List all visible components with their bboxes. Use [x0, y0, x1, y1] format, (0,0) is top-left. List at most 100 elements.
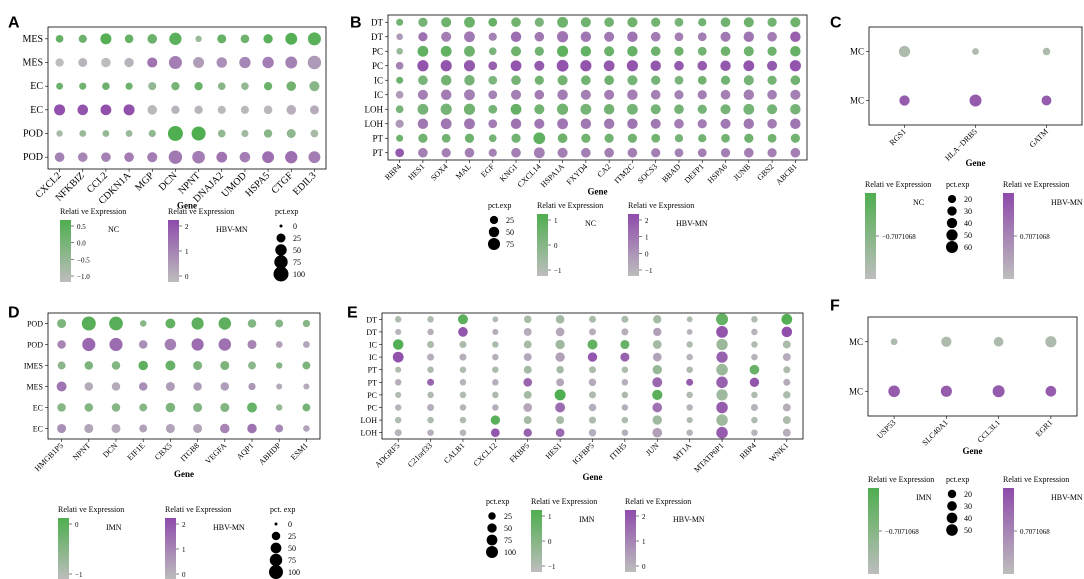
dot-loh-sox4: [440, 118, 452, 130]
dot-dt-gbs2: [767, 17, 777, 27]
dot-ec-npnt: [84, 403, 94, 412]
dot-mes-cdkn1a: [124, 57, 134, 68]
size-legend-dot: [269, 553, 283, 567]
dot-ic-defp1: [697, 90, 707, 100]
gene-label: HES1: [406, 162, 426, 182]
row-label: LOH: [365, 104, 384, 114]
gene-label: CCL3L1: [976, 418, 1002, 444]
nc-legend-value: 1: [554, 217, 558, 225]
dot-dt-wnk1: [781, 326, 793, 338]
dot-loh-rbp4: [395, 119, 404, 128]
nc-legend-group: NC: [585, 219, 596, 228]
dot-pc-bbad: [674, 46, 684, 56]
dot-dt-adgrf5: [395, 328, 402, 335]
size-legend-value: 60: [964, 243, 972, 252]
dot-pc-cxcl12: [492, 391, 499, 399]
dot-loh-mal: [463, 103, 476, 115]
dot-loh-calb1: [459, 416, 467, 424]
dot-dt-mtatp6p1: [716, 326, 728, 338]
dot-dt-wnk1: [781, 313, 793, 325]
size-legend-dot: [946, 229, 958, 241]
row-label: MC: [849, 337, 863, 347]
dot-loh-gbs2: [767, 104, 778, 115]
dot-loh-rbp4: [751, 416, 758, 424]
dot-ec-itgb8: [193, 402, 203, 413]
nc-legend-value: −0.7071068: [885, 528, 919, 536]
dot-pod-mgp: [147, 152, 158, 163]
row-label: EC: [33, 425, 43, 434]
dot-pt-adgrf5: [395, 366, 402, 373]
dot-pt-itih5: [621, 379, 629, 386]
dot-pt-socs3: [651, 133, 661, 143]
dot-pod-eif1e: [138, 340, 148, 349]
nc-legend-title: Relati ve Expression: [868, 475, 934, 484]
dot-pod-cbx5: [164, 338, 177, 351]
dot-dt-mal: [464, 16, 475, 28]
gene-label: KNG1: [498, 162, 519, 183]
size-legend-dot: [269, 565, 283, 579]
dot-ic-gbs2: [767, 89, 777, 100]
dot-ec-ctgf: [286, 105, 297, 115]
dot-mes-cxcl2: [55, 58, 64, 67]
dot-ec-vegfa: [220, 402, 230, 413]
hbv-legend-title: Relati ve Expression: [168, 207, 234, 216]
dot-ic-junb: [743, 75, 754, 86]
dot-dt-itih5: [621, 328, 629, 336]
nc-legend-title: Relati ve Expression: [865, 180, 931, 189]
dot-pt-junb: [743, 147, 754, 158]
dot-pt-mt1a: [686, 366, 693, 373]
size-legend-value: 50: [293, 246, 301, 255]
dot-dt-kng1: [511, 17, 521, 28]
gene-label: MAL: [454, 162, 473, 181]
dot-pod-vegfa: [218, 317, 232, 330]
dot-imes-dcn: [111, 361, 121, 370]
row-label: POD: [23, 152, 43, 163]
row-label: POD: [27, 341, 43, 350]
nc-colorbar: [865, 193, 876, 279]
gene-label: WNK1: [768, 441, 791, 464]
dot-ic-rbp4: [751, 341, 758, 348]
dot-ec-abhdp: [275, 404, 283, 411]
dot-pt-fxyd4: [581, 133, 591, 143]
dot-loh-socs3: [650, 104, 661, 115]
dot-loh-egf: [488, 119, 498, 129]
dot-loh-cxcl12: [490, 428, 500, 438]
dot-pt-egf: [488, 134, 497, 143]
size-legend-value: 20: [964, 490, 972, 499]
dot-dt-sox4: [441, 31, 452, 42]
dot-ic-jun: [652, 352, 662, 362]
panel-letter: C: [830, 14, 842, 31]
dot-dt-mt1a: [686, 328, 693, 335]
row-label: MC: [850, 47, 864, 57]
dot-mes-cxcl2: [55, 35, 64, 43]
nc-legend-title: Relati ve Expression: [60, 207, 126, 216]
dot-pt-cxcl12: [492, 366, 499, 373]
dot-ic-hes1: [555, 339, 565, 350]
gene-label: EGR1: [1034, 418, 1055, 439]
dot-mc-slc40a1: [940, 385, 952, 397]
dot-pt-hes1: [556, 378, 565, 387]
dot-pt-defp1: [698, 134, 707, 143]
dot-pod-ctgf: [285, 151, 298, 164]
dot-mes-mgp: [147, 34, 158, 44]
dot-dt-cxcl12: [492, 328, 499, 335]
dot-ec-nfkbiz: [77, 104, 89, 116]
panel-letter: D: [8, 304, 20, 321]
dot-pc-defp1: [697, 46, 707, 56]
size-legend-dot: [488, 512, 496, 520]
dot-dt-kng1: [510, 31, 522, 42]
dot-pc-calb1: [459, 404, 467, 411]
gene-label: CXCL14: [516, 162, 543, 189]
dot-ic-mal: [464, 75, 475, 86]
hbv-legend-value: 2: [185, 223, 189, 231]
dot-imes-abhdp: [275, 362, 283, 369]
dot-ec-npnt: [194, 105, 203, 115]
gene-label: SOCS3: [636, 162, 659, 185]
size-legend-value: 50: [288, 544, 296, 553]
row-label: DT: [366, 315, 377, 324]
nc-colorbar: [60, 220, 71, 282]
dot-loh-hes1: [417, 103, 429, 115]
dot-ec-umod: [241, 82, 249, 90]
row-label: DT: [371, 32, 383, 42]
dot-ec-esm1: [303, 425, 310, 432]
